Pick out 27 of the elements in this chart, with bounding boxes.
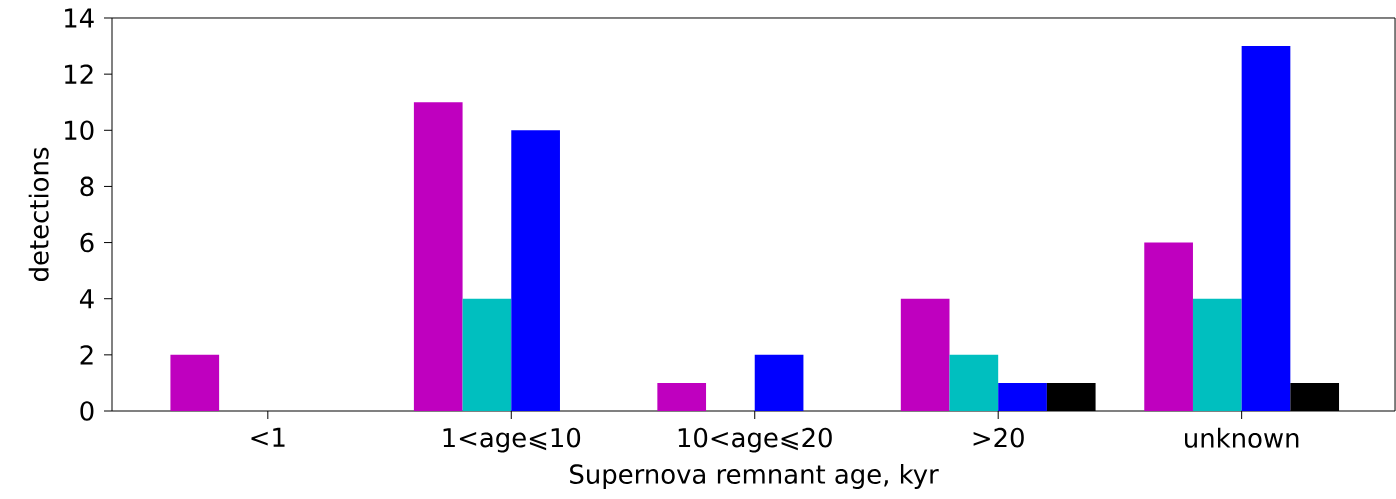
x-tick-label: 1<age⩽10 bbox=[443, 427, 581, 453]
bar bbox=[657, 382, 707, 411]
y-tick-label: 8 bbox=[80, 176, 94, 197]
x-tick-label: <1 bbox=[251, 427, 285, 447]
x-tick-label: unknown bbox=[1185, 427, 1299, 448]
y-axis-title: detections bbox=[28, 147, 49, 281]
x-tick-label: 10<age⩽20 bbox=[678, 427, 832, 453]
bar bbox=[462, 298, 512, 411]
y-tick-label: 12 bbox=[65, 64, 93, 84]
bar bbox=[1241, 46, 1291, 411]
bar bbox=[413, 102, 463, 411]
bar bbox=[998, 382, 1047, 411]
bar bbox=[754, 354, 804, 411]
bar bbox=[900, 298, 950, 411]
bar bbox=[170, 354, 220, 411]
y-tick-label: 4 bbox=[79, 289, 94, 309]
y-tick-label: 6 bbox=[80, 232, 94, 253]
bar bbox=[511, 130, 560, 411]
bar bbox=[1192, 298, 1242, 411]
bar bbox=[949, 354, 999, 411]
y-tick-label: 0 bbox=[80, 401, 94, 421]
y-tick-label: 14 bbox=[65, 8, 94, 28]
x-tick-label: >20 bbox=[973, 427, 1024, 448]
bar bbox=[1144, 242, 1193, 411]
x-axis-title: Supernova remnant age, kyr bbox=[570, 463, 939, 489]
y-tick-label: 10 bbox=[65, 120, 94, 141]
y-tick-label: 2 bbox=[80, 345, 93, 365]
